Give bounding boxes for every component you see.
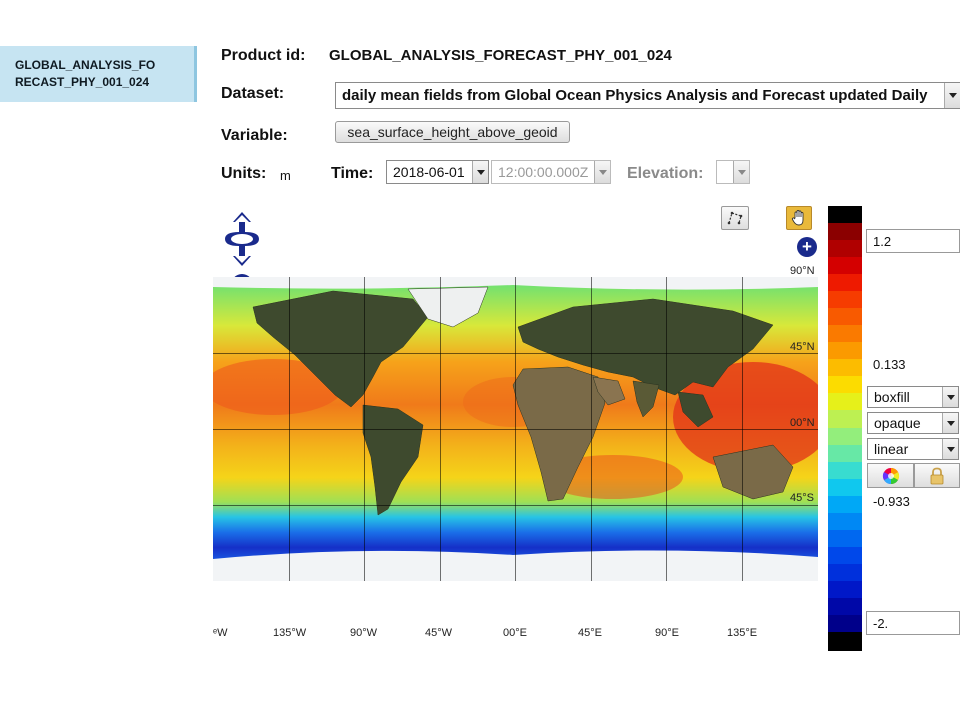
sidebar-tab-label-line2: RECAST_PHY_001_024 xyxy=(15,75,150,89)
color-wheel-icon xyxy=(882,467,899,484)
lon-label: ᵉW xyxy=(213,627,228,639)
time-date-value: 2018-06-01 xyxy=(393,164,465,180)
time-label: Time: xyxy=(331,165,374,182)
colorbar-cell xyxy=(828,427,862,447)
lon-label: 00°E xyxy=(503,627,527,639)
elevation-label: Elevation: xyxy=(627,165,704,182)
colorbar-cell xyxy=(828,614,862,634)
colorbar-cell xyxy=(828,240,862,260)
lat-label: 00°N xyxy=(790,417,815,429)
pan-mode-button[interactable] xyxy=(786,206,812,230)
lon-label: 135°W xyxy=(273,627,307,639)
time-clock-value: 12:00:00.000Z xyxy=(498,164,589,180)
colorbar-cell xyxy=(828,325,862,345)
colorbar-cell xyxy=(828,478,862,498)
lon-label: 45°E xyxy=(578,627,602,639)
grid-line xyxy=(213,505,818,506)
variable-label: Variable: xyxy=(221,127,288,144)
colorbar-cell xyxy=(828,512,862,532)
units-label: Units: xyxy=(221,165,267,182)
lock-button[interactable] xyxy=(914,463,960,488)
colorbar-cell xyxy=(828,291,862,311)
palette-button[interactable] xyxy=(867,463,914,488)
colorbar-max-input[interactable]: 1.2 xyxy=(866,229,960,253)
colorbar-cell xyxy=(828,461,862,481)
colorbar-cell xyxy=(828,274,862,294)
colorbar-cell xyxy=(828,495,862,515)
lat-label: 90°N xyxy=(790,265,815,277)
colorbar-mid-low-label: -0.933 xyxy=(873,494,910,509)
colorbar-cell xyxy=(828,580,862,600)
colorbar-cell xyxy=(828,529,862,549)
hand-icon xyxy=(791,210,804,226)
opacity-select-value: opaque xyxy=(874,415,921,431)
product-id-label: Product id: xyxy=(221,47,306,64)
scale-select-value: linear xyxy=(874,441,909,457)
lon-label: 45°W xyxy=(425,627,453,639)
scale-select[interactable]: linear xyxy=(867,438,959,460)
dataset-label: Dataset: xyxy=(221,85,285,102)
colorbar-cell xyxy=(828,206,862,225)
grid-line xyxy=(213,353,818,354)
time-date-select[interactable]: 2018-06-01 xyxy=(386,160,489,184)
dataset-select-value: daily mean fields from Global Ocean Phys… xyxy=(342,87,928,104)
pan-arrows-icon xyxy=(225,212,259,266)
colorbar-cell xyxy=(828,563,862,583)
colorbar-cell xyxy=(828,308,862,328)
measure-button[interactable] xyxy=(721,206,749,230)
lon-label: 90°W xyxy=(350,627,378,639)
colorbar-cell xyxy=(828,410,862,430)
sidebar-tab-product[interactable]: GLOBAL_ANALYSIS_FO RECAST_PHY_001_024 xyxy=(0,46,197,102)
colorbar-cell xyxy=(828,342,862,362)
lat-label: 45°N xyxy=(790,341,815,353)
time-clock-select[interactable]: 12:00:00.000Z xyxy=(491,160,611,184)
measure-icon xyxy=(727,211,743,225)
pan-control[interactable] xyxy=(221,210,263,268)
colorbar-cell xyxy=(828,257,862,277)
chevron-down-icon xyxy=(942,413,958,433)
colorbar-cell xyxy=(828,597,862,617)
colorbar-cell xyxy=(828,631,862,651)
variable-button[interactable]: sea_surface_height_above_geoid xyxy=(335,121,570,143)
style-select-value: boxfill xyxy=(874,389,910,405)
lon-label: 135°E xyxy=(727,627,758,639)
lat-label: 45°S xyxy=(790,492,814,504)
colorbar-cell xyxy=(828,359,862,379)
elevation-select[interactable] xyxy=(716,160,750,184)
grid-line xyxy=(213,429,818,430)
colorbar-cell xyxy=(828,223,862,243)
lock-icon xyxy=(930,467,944,484)
chevron-down-icon xyxy=(944,83,960,108)
colorbar-min-input[interactable]: -2. xyxy=(866,611,960,635)
colorbar-cell xyxy=(828,376,862,396)
chevron-down-icon xyxy=(733,161,749,183)
colorbar-mid-high-label: 0.133 xyxy=(873,357,906,372)
chevron-down-icon xyxy=(594,161,610,183)
chevron-down-icon xyxy=(942,387,958,407)
add-icon[interactable]: + xyxy=(797,237,817,257)
colorbar xyxy=(828,206,862,651)
product-id-value: GLOBAL_ANALYSIS_FORECAST_PHY_001_024 xyxy=(329,47,672,64)
sidebar-tab-label-line1: GLOBAL_ANALYSIS_FO xyxy=(15,58,156,72)
opacity-select[interactable]: opaque xyxy=(867,412,959,434)
map-canvas[interactable] xyxy=(213,277,818,581)
chevron-down-icon xyxy=(472,161,488,183)
chevron-down-icon xyxy=(942,439,958,459)
colorbar-cell xyxy=(828,444,862,464)
style-select[interactable]: boxfill xyxy=(867,386,959,408)
dataset-select[interactable]: daily mean fields from Global Ocean Phys… xyxy=(335,82,960,109)
colorbar-cell xyxy=(828,546,862,566)
colorbar-cell xyxy=(828,393,862,413)
lon-label: 90°E xyxy=(655,627,679,639)
units-value: m xyxy=(280,168,291,183)
